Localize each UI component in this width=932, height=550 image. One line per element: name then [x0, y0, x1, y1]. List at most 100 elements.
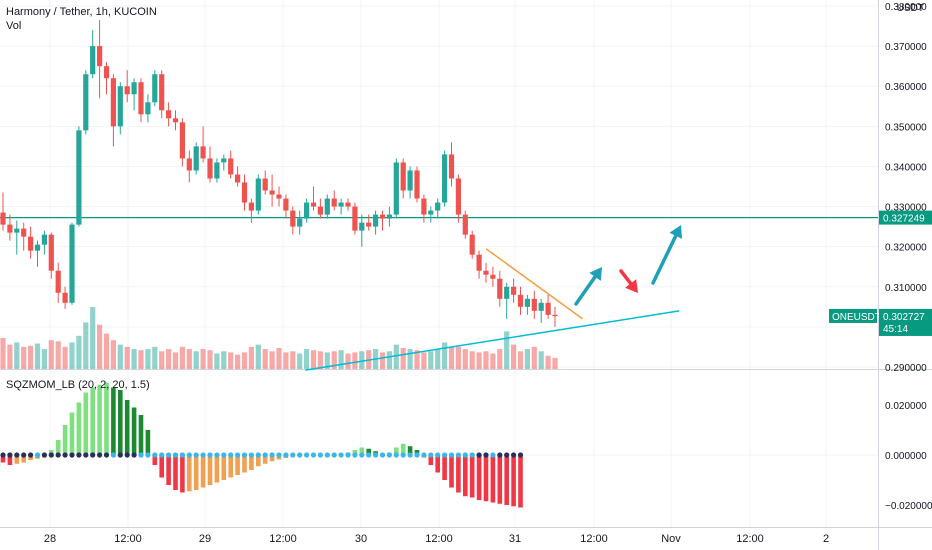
candle-body	[248, 202, 254, 211]
squeeze-dot	[145, 452, 151, 458]
volume-bar	[255, 344, 261, 369]
squeeze-dot	[55, 452, 61, 458]
volume-bar	[407, 349, 413, 369]
squeeze-dot	[366, 452, 372, 458]
squeeze-dot	[241, 452, 248, 458]
candle-body	[200, 146, 206, 159]
volume-bar	[103, 333, 110, 369]
candle-body	[442, 154, 448, 203]
squeeze-dot	[435, 452, 441, 458]
momentum-bar	[138, 415, 144, 455]
time-tick-label: Nov	[661, 533, 681, 545]
volume-bar	[497, 349, 503, 369]
momentum-bar	[145, 430, 151, 455]
momentum-bar	[256, 455, 261, 467]
volume-bar	[338, 350, 344, 369]
volume-bar	[462, 349, 468, 369]
volume-bar	[448, 346, 455, 369]
momentum-bar	[394, 447, 399, 455]
volume-bar	[352, 352, 358, 369]
momentum-bar	[463, 455, 468, 497]
squeeze-dot	[469, 452, 475, 458]
volume-bar	[428, 351, 434, 369]
squeeze-dot	[159, 452, 165, 458]
candle-body	[297, 218, 303, 227]
momentum-bar	[207, 455, 213, 485]
squeeze-dot	[290, 452, 296, 458]
momentum-bar	[235, 455, 240, 475]
momentum-bar	[497, 455, 503, 504]
volume-bar	[552, 357, 558, 369]
price-tick-label: 0.310000	[885, 283, 927, 294]
volume-bar	[290, 351, 296, 369]
squeeze-dot	[34, 452, 41, 458]
drawings[interactable]	[305, 225, 683, 371]
volume-bar	[214, 353, 220, 369]
momentum-bar	[180, 455, 185, 493]
volume-bar	[41, 349, 47, 369]
squeeze-dot	[414, 452, 420, 458]
volume-bar	[235, 354, 241, 369]
volume-bar	[179, 346, 185, 369]
momentum-tick-label: 0.000000	[885, 451, 927, 462]
candle-body	[531, 298, 537, 311]
price-tick-label: 0.370000	[885, 42, 927, 53]
squeeze-dot	[103, 452, 110, 458]
momentum-bar	[490, 455, 496, 503]
momentum-bar	[359, 447, 365, 455]
squeeze-dot	[442, 452, 448, 458]
volume-bar	[310, 350, 317, 369]
candle-body	[69, 224, 75, 303]
candle-body	[179, 122, 185, 159]
volume-bar	[28, 345, 34, 369]
price-tick-label: 0.350000	[885, 122, 927, 133]
momentum-bar	[104, 382, 109, 455]
squeeze-dot	[138, 452, 144, 458]
squeeze-dot	[97, 452, 103, 458]
squeeze-dot	[345, 452, 351, 458]
momentum-bar	[476, 455, 482, 500]
momentum-histogram	[0, 382, 878, 508]
arrow-up-target-shaft	[651, 234, 678, 285]
last-price-label: 0.302727	[883, 312, 925, 323]
squeeze-dot	[90, 452, 96, 458]
volume-bar	[69, 342, 75, 369]
arrow-down-shaft	[619, 269, 633, 286]
squeeze-dot	[373, 452, 379, 458]
volume-bar	[504, 331, 510, 369]
momentum-bar	[249, 455, 254, 470]
candle-body	[400, 162, 406, 191]
squeeze-dot	[490, 452, 496, 458]
hline-price-tag	[879, 210, 932, 225]
volume-bar	[0, 338, 6, 369]
candle-body	[304, 202, 310, 219]
candle-body	[214, 162, 220, 179]
squeeze-dot	[428, 452, 434, 458]
volume-bar	[524, 349, 530, 369]
squeeze-dot	[166, 452, 172, 458]
volume-bar	[276, 347, 282, 369]
volume-bar	[90, 307, 96, 369]
candle-body	[166, 110, 172, 119]
squeeze-dot	[331, 452, 337, 458]
candle-body	[235, 174, 241, 183]
momentum-bar	[449, 455, 454, 488]
momentum-bar	[483, 455, 489, 502]
chart-title: Harmony / Tether, 1h, KUCOIN	[6, 6, 157, 18]
candle-body	[83, 74, 89, 131]
momentum-bar	[159, 455, 164, 478]
squeeze-dot	[193, 452, 199, 458]
candle-body	[145, 102, 151, 115]
volume-bar	[55, 341, 61, 369]
squeeze-dot	[448, 452, 455, 458]
squeeze-dot	[310, 452, 317, 458]
squeeze-dot	[76, 452, 82, 458]
volume-bar	[248, 346, 254, 369]
candle-body	[7, 224, 13, 233]
squeeze-dot	[200, 452, 206, 458]
volume-bar	[221, 351, 227, 369]
axes: 0.380000 0.370000 0.360000 0.350000 0.340000…	[44, 2, 932, 545]
squeeze-dot	[0, 452, 6, 458]
